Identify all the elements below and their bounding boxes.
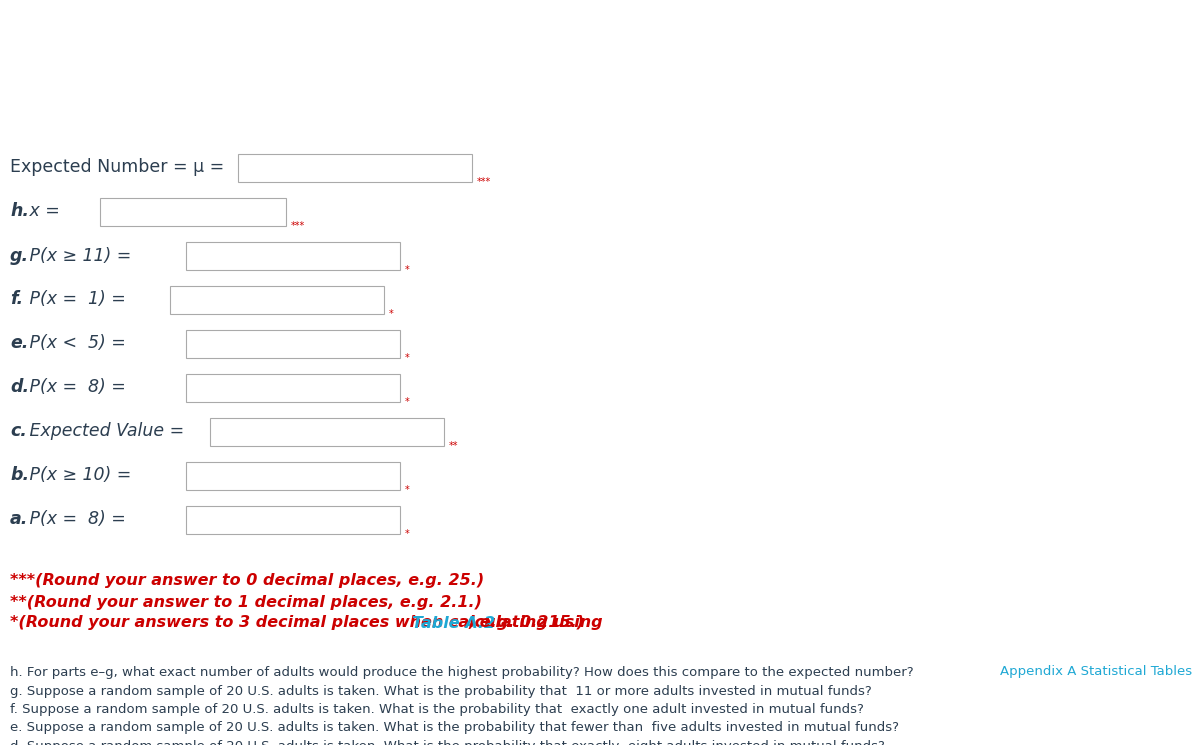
Text: e.: e. — [10, 335, 29, 352]
Text: Expected Value =: Expected Value = — [24, 422, 185, 440]
Text: Expected Number = μ =: Expected Number = μ = — [10, 159, 224, 177]
Text: h. For parts e–g, what exact number of adults would produce the highest probabil: h. For parts e–g, what exact number of a… — [10, 666, 913, 679]
Text: P(x ≥ 10) =: P(x ≥ 10) = — [24, 466, 132, 484]
Text: e. Suppose a random sample of 20 U.S. adults is taken. What is the probability t: e. Suppose a random sample of 20 U.S. ad… — [10, 721, 899, 735]
Text: h.: h. — [10, 203, 29, 221]
Text: *: * — [404, 353, 409, 364]
Text: g. Suppose a random sample of 20 U.S. adults is taken. What is the probability t: g. Suppose a random sample of 20 U.S. ad… — [10, 685, 871, 697]
Text: d.: d. — [10, 378, 29, 396]
Bar — [186, 329, 400, 358]
Text: f.: f. — [10, 291, 23, 308]
Bar — [186, 506, 400, 533]
Text: g.: g. — [10, 247, 29, 264]
Bar — [186, 373, 400, 402]
Bar — [186, 241, 400, 270]
Text: b.: b. — [10, 466, 29, 484]
Text: **(Round your answer to 1 decimal places, e.g. 2.1.): **(Round your answer to 1 decimal places… — [10, 595, 482, 609]
Text: P(x =  8) =: P(x = 8) = — [24, 378, 126, 396]
Text: ***: *** — [290, 221, 305, 232]
Bar — [100, 197, 286, 226]
Text: ***(Round your answer to 0 decimal places, e.g. 25.): ***(Round your answer to 0 decimal place… — [10, 574, 485, 589]
Text: **: ** — [449, 442, 458, 451]
Text: *: * — [404, 398, 409, 408]
Text: f. Suppose a random sample of 20 U.S. adults is taken. What is the probability t: f. Suppose a random sample of 20 U.S. ad… — [10, 703, 864, 716]
Bar — [210, 417, 444, 446]
Bar — [170, 285, 384, 314]
Text: *: * — [404, 530, 409, 539]
Text: , e.g. 0.215.): , e.g. 0.215.) — [468, 615, 584, 630]
Text: *: * — [404, 265, 409, 276]
Text: d. Suppose a random sample of 20 U.S. adults is taken. What is the probability t: d. Suppose a random sample of 20 U.S. ad… — [10, 740, 884, 745]
Text: Appendix A Statistical Tables: Appendix A Statistical Tables — [1000, 665, 1192, 678]
Text: c.: c. — [10, 422, 26, 440]
Bar — [238, 153, 472, 182]
Text: P(x =  8) =: P(x = 8) = — [24, 510, 126, 528]
Text: *: * — [404, 486, 409, 495]
Text: ***: *** — [476, 177, 491, 188]
Text: P(x <  5) =: P(x < 5) = — [24, 335, 126, 352]
Text: *: * — [389, 309, 394, 320]
Text: *(Round your answers to 3 decimal places when calculating using: *(Round your answers to 3 decimal places… — [10, 615, 608, 630]
Text: a.: a. — [10, 510, 29, 528]
Text: x =: x = — [24, 203, 60, 221]
Bar — [186, 461, 400, 489]
Text: Table A.2: Table A.2 — [412, 615, 496, 630]
Text: P(x =  1) =: P(x = 1) = — [24, 291, 126, 308]
Text: P(x ≥ 11) =: P(x ≥ 11) = — [24, 247, 132, 264]
